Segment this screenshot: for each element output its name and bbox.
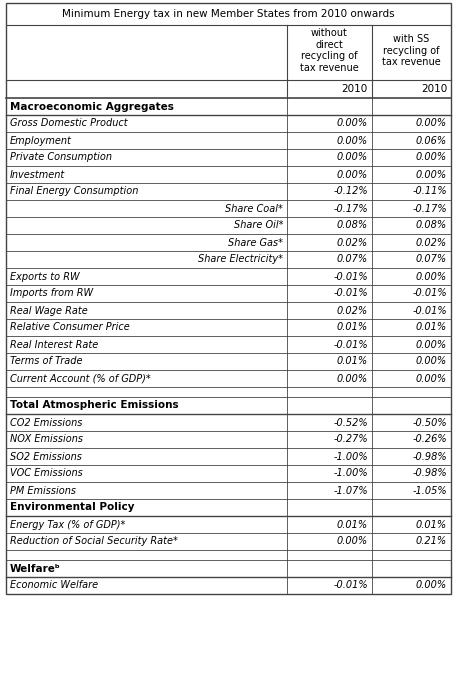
Text: Share Coal*: Share Coal* <box>225 204 283 213</box>
Text: 0.00%: 0.00% <box>337 537 368 546</box>
Text: 0.00%: 0.00% <box>337 153 368 162</box>
Text: without
direct
recycling of
tax revenue: without direct recycling of tax revenue <box>300 28 359 73</box>
Text: CO2 Emissions: CO2 Emissions <box>10 418 82 427</box>
Text: Relative Consumer Price: Relative Consumer Price <box>10 323 130 332</box>
Text: 0.01%: 0.01% <box>337 323 368 332</box>
Text: -0.17%: -0.17% <box>412 204 447 213</box>
Text: -0.01%: -0.01% <box>333 581 368 590</box>
Text: -1.07%: -1.07% <box>333 486 368 496</box>
Text: Gross Domestic Product: Gross Domestic Product <box>10 118 128 128</box>
Text: -0.26%: -0.26% <box>412 434 447 445</box>
Text: 0.01%: 0.01% <box>337 356 368 367</box>
Text: 0.00%: 0.00% <box>337 135 368 146</box>
Text: PM Emissions: PM Emissions <box>10 486 76 496</box>
Bar <box>6 3 451 594</box>
Text: 0.00%: 0.00% <box>337 374 368 383</box>
Text: 0.08%: 0.08% <box>416 220 447 231</box>
Text: 0.02%: 0.02% <box>337 305 368 316</box>
Text: Final Energy Consumption: Final Energy Consumption <box>10 187 138 197</box>
Text: Exports to RW: Exports to RW <box>10 272 80 282</box>
Text: 0.02%: 0.02% <box>337 238 368 247</box>
Text: 0.02%: 0.02% <box>416 238 447 247</box>
Text: Economic Welfare: Economic Welfare <box>10 581 98 590</box>
Text: Private Consumption: Private Consumption <box>10 153 112 162</box>
Text: NOX Emissions: NOX Emissions <box>10 434 83 445</box>
Text: 0.07%: 0.07% <box>337 254 368 264</box>
Text: Energy Tax (% of GDP)*: Energy Tax (% of GDP)* <box>10 519 125 530</box>
Text: 0.00%: 0.00% <box>416 118 447 128</box>
Text: -0.01%: -0.01% <box>333 339 368 349</box>
Text: 0.00%: 0.00% <box>416 169 447 180</box>
Text: Current Account (% of GDP)*: Current Account (% of GDP)* <box>10 374 151 383</box>
Text: Investment: Investment <box>10 169 65 180</box>
Text: SO2 Emissions: SO2 Emissions <box>10 452 82 461</box>
Text: 0.00%: 0.00% <box>416 339 447 349</box>
Text: Share Oil*: Share Oil* <box>234 220 283 231</box>
Text: -0.52%: -0.52% <box>333 418 368 427</box>
Text: with SS
recycling of
tax revenue: with SS recycling of tax revenue <box>382 34 441 67</box>
Text: -0.50%: -0.50% <box>412 418 447 427</box>
Text: -0.01%: -0.01% <box>333 272 368 282</box>
Text: Terms of Trade: Terms of Trade <box>10 356 83 367</box>
Text: 0.00%: 0.00% <box>416 356 447 367</box>
Text: -1.00%: -1.00% <box>333 468 368 479</box>
Text: 0.08%: 0.08% <box>337 220 368 231</box>
Text: 0.00%: 0.00% <box>416 272 447 282</box>
Text: 0.01%: 0.01% <box>416 323 447 332</box>
Text: 0.00%: 0.00% <box>416 581 447 590</box>
Text: 0.07%: 0.07% <box>416 254 447 264</box>
Text: -0.98%: -0.98% <box>412 452 447 461</box>
Text: 2010: 2010 <box>421 84 447 94</box>
Text: Imports from RW: Imports from RW <box>10 289 93 298</box>
Text: Share Gas*: Share Gas* <box>228 238 283 247</box>
Text: 0.00%: 0.00% <box>337 169 368 180</box>
Text: -0.98%: -0.98% <box>412 468 447 479</box>
Text: Employment: Employment <box>10 135 72 146</box>
Text: -0.12%: -0.12% <box>333 187 368 197</box>
Text: -1.05%: -1.05% <box>412 486 447 496</box>
Text: -0.17%: -0.17% <box>333 204 368 213</box>
Text: -0.01%: -0.01% <box>412 305 447 316</box>
Text: 0.21%: 0.21% <box>416 537 447 546</box>
Text: Welfareᵇ: Welfareᵇ <box>10 563 61 574</box>
Text: 0.01%: 0.01% <box>416 519 447 530</box>
Text: 0.01%: 0.01% <box>337 519 368 530</box>
Text: 0.06%: 0.06% <box>416 135 447 146</box>
Text: -0.01%: -0.01% <box>412 289 447 298</box>
Text: -1.00%: -1.00% <box>333 452 368 461</box>
Text: Macroeconomic Aggregates: Macroeconomic Aggregates <box>10 102 174 112</box>
Text: 0.00%: 0.00% <box>416 374 447 383</box>
Text: 2010: 2010 <box>342 84 368 94</box>
Text: Reduction of Social Security Rate*: Reduction of Social Security Rate* <box>10 537 178 546</box>
Text: -0.01%: -0.01% <box>333 289 368 298</box>
Text: VOC Emissions: VOC Emissions <box>10 468 83 479</box>
Text: Real Interest Rate: Real Interest Rate <box>10 339 98 349</box>
Text: Minimum Energy tax in new Member States from 2010 onwards: Minimum Energy tax in new Member States … <box>62 9 395 19</box>
Text: 0.00%: 0.00% <box>337 118 368 128</box>
Text: Real Wage Rate: Real Wage Rate <box>10 305 88 316</box>
Text: -0.11%: -0.11% <box>412 187 447 197</box>
Text: 0.00%: 0.00% <box>416 153 447 162</box>
Text: Environmental Policy: Environmental Policy <box>10 503 134 512</box>
Text: Total Atmospheric Emissions: Total Atmospheric Emissions <box>10 401 179 411</box>
Text: -0.27%: -0.27% <box>333 434 368 445</box>
Text: Share Electricity*: Share Electricity* <box>198 254 283 264</box>
